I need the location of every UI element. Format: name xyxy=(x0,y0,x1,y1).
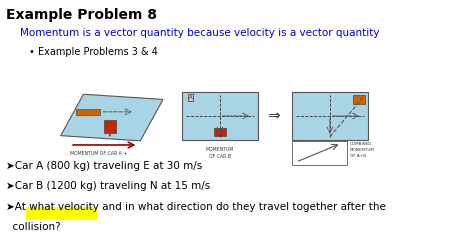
FancyBboxPatch shape xyxy=(27,207,97,219)
Text: ➤Car B (1200 kg) traveling N at 15 m/s: ➤Car B (1200 kg) traveling N at 15 m/s xyxy=(6,181,210,191)
Text: MOMENTUM OF CAR A +: MOMENTUM OF CAR A + xyxy=(70,151,127,156)
Text: Momentum is a vector quantity because velocity is a vector quantity: Momentum is a vector quantity because ve… xyxy=(19,28,379,38)
Text: MOMENTUM: MOMENTUM xyxy=(206,147,234,152)
Text: ➤At what velocity and in what direction do they travel together after the: ➤At what velocity and in what direction … xyxy=(6,202,386,212)
Polygon shape xyxy=(292,141,347,165)
Text: ⇒: ⇒ xyxy=(267,109,280,123)
Text: A: A xyxy=(189,95,192,100)
Text: collision?: collision? xyxy=(6,222,61,232)
Polygon shape xyxy=(353,95,365,103)
Text: OF CAR B: OF CAR B xyxy=(209,154,231,159)
Polygon shape xyxy=(182,92,258,140)
Text: ➤Car A (800 kg) traveling E at 30 m/s: ➤Car A (800 kg) traveling E at 30 m/s xyxy=(6,161,202,171)
Polygon shape xyxy=(76,109,100,115)
Text: OF A+B: OF A+B xyxy=(350,154,366,158)
Polygon shape xyxy=(292,92,368,140)
Polygon shape xyxy=(214,128,226,136)
Text: MOMENTUM: MOMENTUM xyxy=(350,148,374,152)
Polygon shape xyxy=(61,94,163,141)
Polygon shape xyxy=(104,120,116,133)
Text: Example Problem 8: Example Problem 8 xyxy=(6,8,157,22)
Text: COMBINED: COMBINED xyxy=(350,142,372,146)
Text: • Example Problems 3 & 4: • Example Problems 3 & 4 xyxy=(29,47,157,57)
